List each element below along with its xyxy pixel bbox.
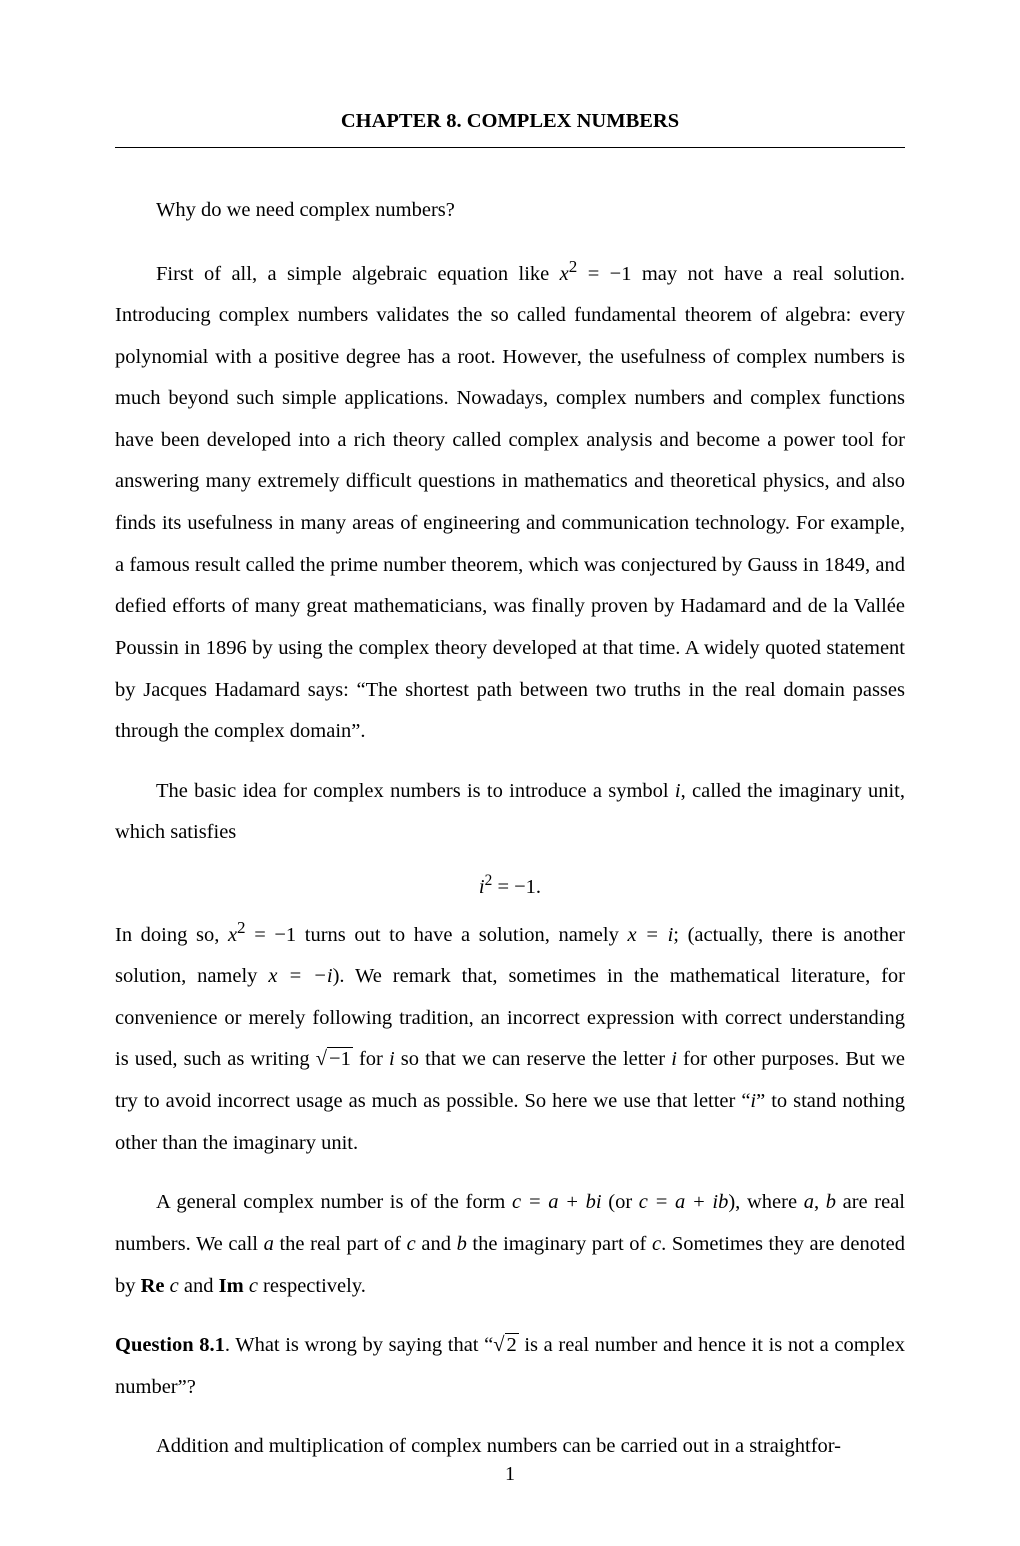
math-text: = −1 xyxy=(246,924,297,946)
math-text: = −i xyxy=(277,965,332,987)
text: ), where xyxy=(728,1191,803,1213)
paragraph-intro: Why do we need complex numbers? xyxy=(115,190,905,232)
math-text: = i xyxy=(637,924,674,946)
math-expr: c = a + ib xyxy=(639,1191,729,1213)
page: CHAPTER 8. COMPLEX NUMBERS Why do we nee… xyxy=(0,0,1020,1546)
math-text: = −1 xyxy=(577,262,631,284)
text: In doing so, xyxy=(115,924,228,946)
question-8-1: Question 8.1. What is wrong by saying th… xyxy=(115,1325,905,1408)
page-number: 1 xyxy=(0,1463,1020,1486)
paragraph-solution: In doing so, x2 = −1 turns out to have a… xyxy=(115,911,905,1164)
radicand: 2 xyxy=(505,1333,519,1356)
text: . What is wrong by saying that “ xyxy=(225,1334,493,1356)
text: A general complex number is of the form xyxy=(156,1191,512,1213)
text: , xyxy=(814,1191,826,1213)
sqrt-minus-one: √−1 xyxy=(316,1039,353,1081)
sqrt-two: √2 xyxy=(493,1325,519,1367)
text: and xyxy=(416,1233,457,1255)
text: turns out to have a solution, namely xyxy=(296,924,627,946)
text: (or xyxy=(602,1191,639,1213)
text: so that we can reserve the letter xyxy=(395,1048,672,1070)
math-var: c xyxy=(165,1275,179,1297)
text: respectively. xyxy=(258,1275,366,1297)
text: the real part of xyxy=(274,1233,407,1255)
text: for xyxy=(353,1048,389,1070)
math-var: b xyxy=(826,1191,836,1213)
text: the imaginary part of xyxy=(467,1233,652,1255)
math-var: a xyxy=(264,1233,274,1255)
chapter-title: CHAPTER 8. COMPLEX NUMBERS xyxy=(115,110,905,133)
math-var: x xyxy=(560,262,569,284)
paragraph-addition-mult: Addition and multiplication of complex n… xyxy=(115,1426,905,1468)
math-var: c xyxy=(407,1233,416,1255)
math-var: x xyxy=(228,924,237,946)
math-exp: 2 xyxy=(237,918,246,937)
bold-im: Im xyxy=(219,1275,244,1297)
math-var: c xyxy=(652,1233,661,1255)
paragraph-imaginary-unit: The basic idea for complex numbers is to… xyxy=(115,771,905,854)
radicand: −1 xyxy=(327,1047,353,1070)
text: and xyxy=(179,1275,219,1297)
math-var: x xyxy=(627,924,636,946)
math-exp: 2 xyxy=(569,257,578,276)
equation-i-squared: i2 = −1. xyxy=(115,872,905,899)
title-rule xyxy=(115,147,905,148)
text: The basic idea for complex numbers is to… xyxy=(156,780,675,802)
math-expr: c = a + bi xyxy=(512,1191,602,1213)
paragraph-motivation: First of all, a simple algebraic equatio… xyxy=(115,250,905,753)
question-label: Question 8.1 xyxy=(115,1334,225,1356)
math-rhs: = −1. xyxy=(492,876,541,898)
math-var: a xyxy=(804,1191,814,1213)
math-var: c xyxy=(244,1275,258,1297)
math-var: b xyxy=(457,1233,467,1255)
bold-re: Re xyxy=(141,1275,165,1297)
text: First of all, a simple algebraic equatio… xyxy=(156,262,560,284)
paragraph-general-form: A general complex number is of the form … xyxy=(115,1182,905,1307)
text: may not have a real solution. Introducin… xyxy=(115,262,905,742)
